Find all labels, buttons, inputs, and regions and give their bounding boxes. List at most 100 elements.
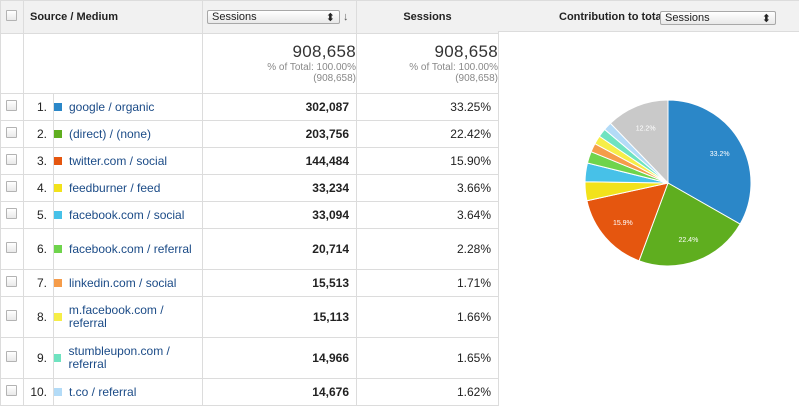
row-pct: 3.66%	[356, 174, 499, 202]
row-checkbox[interactable]	[6, 154, 17, 165]
primary-metric-select[interactable]: Sessions ⬍	[207, 10, 340, 24]
sessions-col-label: Sessions	[403, 11, 452, 23]
row-checkbox[interactable]	[6, 385, 17, 396]
row-checkbox[interactable]	[6, 127, 17, 138]
row-pct: 2.28%	[356, 228, 499, 270]
source-medium-link[interactable]: t.co / referral	[69, 384, 137, 399]
legend-swatch	[54, 354, 62, 362]
source-medium-link[interactable]: twitter.com / social	[69, 153, 168, 168]
total-paren-b: (908,658)	[455, 73, 498, 84]
row-sessions: 15,113	[202, 296, 357, 338]
pie-chart: 33.2% 22.4% 15.9% 12.2%	[584, 99, 752, 267]
select-arrows-icon: ⬍	[761, 12, 771, 25]
select-all-checkbox[interactable]	[6, 10, 17, 21]
row-source-cell: m.facebook.com / referral	[53, 296, 203, 338]
data-table: Source / Medium Sessions ⬍ ↓ Sessions 90…	[0, 0, 499, 406]
pie-slice[interactable]	[638, 182, 741, 267]
row-sessions: 302,087	[202, 93, 357, 121]
primary-metric-select-value: Sessions	[212, 11, 257, 23]
table-row: 9. stumbleupon.com / referral 14,966 1.65%	[0, 337, 499, 379]
source-medium-link[interactable]: feedburner / feed	[69, 180, 161, 195]
pie-data-label: 12.2%	[636, 126, 656, 133]
pie-slice[interactable]	[667, 99, 752, 225]
header-sessions[interactable]: Sessions	[356, 0, 499, 34]
row-source-cell: linkedin.com / social	[53, 269, 203, 297]
source-medium-link[interactable]: m.facebook.com / referral	[68, 303, 164, 330]
source-medium-link[interactable]: facebook.com / referral	[69, 241, 192, 256]
pie-slice[interactable]	[586, 182, 669, 262]
row-source-cell: stumbleupon.com / referral	[53, 337, 203, 379]
row-index: 10.	[23, 378, 54, 406]
row-sessions: 14,676	[202, 378, 357, 406]
row-source-cell: (direct) / (none)	[53, 120, 203, 148]
row-checkbox[interactable]	[6, 276, 17, 287]
pie-slice[interactable]	[609, 99, 669, 185]
row-index: 6.	[23, 228, 54, 270]
legend-swatch	[54, 245, 62, 253]
table-row: 6. facebook.com / referral 20,714 2.28%	[0, 228, 499, 270]
row-checkbox[interactable]	[6, 242, 17, 253]
row-source-cell: google / organic	[53, 93, 203, 121]
row-checkbox-cell	[0, 147, 24, 175]
row-pct: 33.25%	[356, 93, 499, 121]
header-checkbox-cell	[0, 0, 24, 34]
row-index: 7.	[23, 269, 54, 297]
source-medium-link[interactable]: (direct) / (none)	[69, 126, 152, 141]
row-checkbox-cell	[0, 296, 24, 338]
row-index: 8.	[23, 296, 54, 338]
row-source-cell: t.co / referral	[53, 378, 203, 406]
row-index: 2.	[23, 120, 54, 148]
row-checkbox-cell	[0, 337, 24, 379]
row-source-cell: facebook.com / social	[53, 201, 203, 229]
source-medium-link[interactable]: stumbleupon.com / referral	[68, 344, 170, 371]
table-header: Source / Medium Sessions ⬍ ↓ Sessions	[0, 0, 499, 34]
row-checkbox[interactable]	[6, 208, 17, 219]
legend-swatch	[54, 211, 62, 219]
row-checkbox-cell	[0, 378, 24, 406]
row-checkbox-cell	[0, 174, 24, 202]
total-pct-b: % of Total: 100.00%	[409, 62, 498, 73]
row-checkbox[interactable]	[6, 100, 17, 111]
legend-swatch	[54, 184, 62, 192]
table-row: 7. linkedin.com / social 15,513 1.71%	[0, 269, 499, 297]
contribution-label: Contribution to total:	[559, 11, 669, 23]
row-checkbox-cell	[0, 228, 24, 270]
total-sessions-a: 908,658 % of Total: 100.00% (908,658)	[202, 33, 357, 94]
row-sessions: 33,234	[202, 174, 357, 202]
contribution-panel: Contribution to total: Sessions ⬍ 33.2% 2…	[498, 0, 799, 417]
source-medium-link[interactable]: facebook.com / social	[69, 207, 185, 222]
totals-row: 908,658 % of Total: 100.00% (908,658) 90…	[0, 33, 499, 94]
total-sessions-b: 908,658 % of Total: 100.00% (908,658)	[356, 33, 499, 94]
total-paren-a: (908,658)	[313, 73, 356, 84]
row-pct: 1.62%	[356, 378, 499, 406]
row-index: 5.	[23, 201, 54, 229]
row-sessions: 14,966	[202, 337, 357, 379]
row-sessions: 33,094	[202, 201, 357, 229]
row-source-cell: twitter.com / social	[53, 147, 203, 175]
row-source-cell: feedburner / feed	[53, 174, 203, 202]
contribution-select[interactable]: Sessions ⬍	[660, 11, 776, 25]
source-medium-link[interactable]: google / organic	[69, 99, 155, 114]
source-medium-link[interactable]: linkedin.com / social	[69, 275, 177, 290]
header-source-medium[interactable]: Source / Medium	[23, 0, 203, 34]
total-value-a: 908,658	[292, 42, 356, 61]
contribution-select-value: Sessions	[665, 12, 710, 24]
row-index: 1.	[23, 93, 54, 121]
select-arrows-icon: ⬍	[325, 11, 335, 24]
legend-swatch	[54, 313, 62, 321]
row-pct: 1.71%	[356, 269, 499, 297]
row-checkbox[interactable]	[6, 310, 17, 321]
table-row: 4. feedburner / feed 33,234 3.66%	[0, 174, 499, 202]
row-pct: 3.64%	[356, 201, 499, 229]
row-checkbox[interactable]	[6, 181, 17, 192]
pie-data-label: 33.2%	[710, 151, 730, 158]
legend-swatch	[54, 279, 62, 287]
row-checkbox[interactable]	[6, 351, 17, 362]
row-source-cell: facebook.com / referral	[53, 228, 203, 270]
sort-descending-icon[interactable]: ↓	[343, 11, 349, 23]
row-checkbox-cell	[0, 93, 24, 121]
legend-swatch	[54, 130, 62, 138]
table-row: 8. m.facebook.com / referral 15,113 1.66%	[0, 296, 499, 338]
row-sessions: 203,756	[202, 120, 357, 148]
row-pct: 15.90%	[356, 147, 499, 175]
